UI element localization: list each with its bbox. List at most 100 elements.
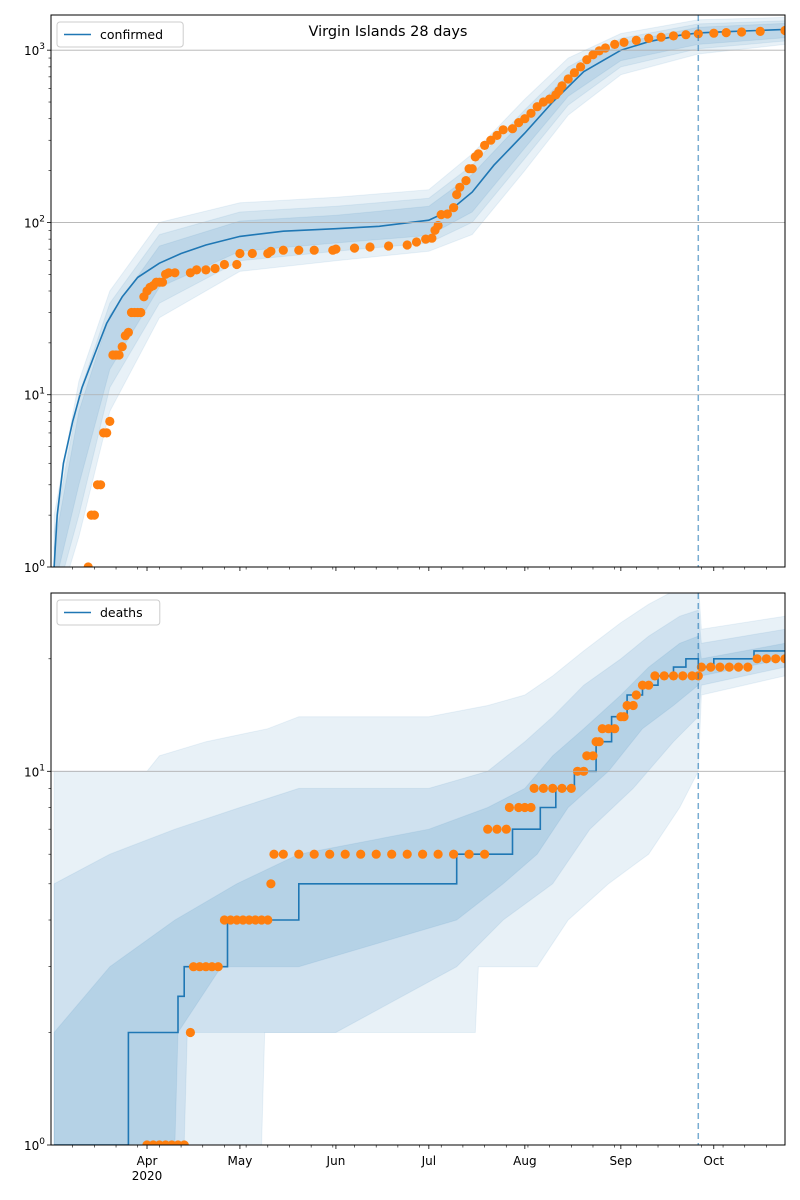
- observed-point: [507, 124, 518, 134]
- observed-point: [619, 37, 629, 48]
- observed-point: [102, 428, 112, 438]
- observed-point: [557, 783, 567, 794]
- y-tick-exponent: 1: [39, 763, 45, 773]
- observed-point: [185, 1027, 195, 1038]
- observed-point: [548, 783, 558, 794]
- observed-point: [631, 690, 641, 700]
- legend-label: deaths: [100, 605, 143, 620]
- observed-point: [693, 29, 703, 39]
- observed-point: [492, 824, 502, 834]
- observed-point: [715, 662, 725, 672]
- observed-point: [309, 849, 319, 859]
- observed-point: [349, 243, 360, 253]
- observed-point: [737, 27, 747, 37]
- observed-point: [504, 802, 514, 813]
- observed-point: [529, 783, 539, 794]
- observed-point: [743, 662, 753, 672]
- observed-point: [563, 74, 573, 84]
- observed-point: [356, 849, 366, 859]
- observed-point: [96, 480, 106, 490]
- observed-point: [83, 562, 93, 567]
- observed-point: [278, 849, 288, 859]
- observed-point: [179, 1140, 189, 1145]
- observed-point: [480, 140, 490, 150]
- observed-point: [480, 849, 490, 859]
- y-tick-base: 10: [24, 1139, 39, 1153]
- observed-point: [105, 416, 115, 426]
- observed-point: [498, 125, 508, 135]
- plot-area: [53, 16, 785, 567]
- y-tick-label: 100: [24, 1137, 45, 1153]
- observed-point: [294, 245, 304, 255]
- y-tick-label: 101: [24, 387, 45, 403]
- observed-point: [402, 240, 412, 250]
- observed-point: [569, 68, 580, 78]
- observed-point: [486, 135, 496, 145]
- x-tick-label: Jun: [326, 1154, 346, 1168]
- x-tick-sublabel: 2020: [132, 1169, 163, 1183]
- observed-point: [600, 43, 611, 53]
- observed-point: [442, 209, 452, 219]
- observed-point: [449, 849, 459, 859]
- observed-point: [566, 783, 576, 794]
- observed-point: [733, 662, 744, 672]
- observed-point: [192, 265, 202, 275]
- y-tick-base: 10: [24, 44, 39, 58]
- observed-point: [678, 671, 688, 681]
- observed-point: [232, 259, 242, 270]
- observed-point: [266, 246, 276, 256]
- observed-point: [461, 176, 471, 186]
- uncertainty-band-1: [53, 16, 785, 567]
- observed-point: [294, 849, 304, 859]
- observed-point: [582, 55, 592, 65]
- y-tick-base: 10: [24, 389, 39, 403]
- observed-point: [384, 241, 394, 251]
- observed-point: [709, 28, 719, 38]
- observed-point: [520, 114, 530, 124]
- chart-title: Virgin Islands 28 days: [309, 24, 468, 40]
- observed-point: [201, 265, 211, 275]
- observed-point: [427, 233, 437, 243]
- observed-point: [371, 849, 381, 859]
- observed-point: [644, 680, 654, 690]
- y-tick-label: 100: [24, 559, 45, 575]
- observed-point: [114, 350, 124, 360]
- observed-point: [247, 248, 257, 259]
- observed-point: [433, 220, 443, 231]
- observed-point: [136, 307, 146, 318]
- observed-point: [752, 654, 762, 664]
- y-tick-base: 10: [24, 216, 39, 230]
- observed-point: [331, 244, 341, 254]
- observed-point: [269, 849, 279, 859]
- observed-point: [433, 849, 443, 859]
- legend-box: [56, 599, 161, 626]
- observed-point: [557, 81, 567, 91]
- y-tick-exponent: 1: [39, 387, 45, 397]
- observed-point: [594, 737, 604, 747]
- observed-point: [526, 802, 536, 813]
- observed-point: [650, 671, 660, 681]
- observed-point: [170, 268, 180, 278]
- observed-point: [724, 662, 734, 672]
- y-tick-exponent: 2: [39, 214, 45, 224]
- x-tick-label: Oct: [703, 1154, 724, 1168]
- observed-point: [681, 30, 691, 40]
- observed-point: [696, 662, 707, 672]
- observed-point: [387, 849, 397, 859]
- observed-point: [526, 108, 536, 118]
- observed-point: [492, 130, 502, 140]
- observed-point: [235, 248, 245, 259]
- observed-point: [610, 39, 620, 50]
- observed-point: [644, 33, 654, 44]
- x-tick-label: May: [228, 1154, 253, 1168]
- plot-area: [53, 593, 785, 1145]
- observed-point: [89, 510, 99, 520]
- y-tick-label: 102: [24, 214, 45, 230]
- observed-point: [309, 245, 319, 255]
- observed-point: [325, 849, 335, 859]
- series-line-confirmed: [53, 28, 785, 567]
- legend: confirmed: [56, 21, 184, 48]
- observed-point: [668, 31, 679, 41]
